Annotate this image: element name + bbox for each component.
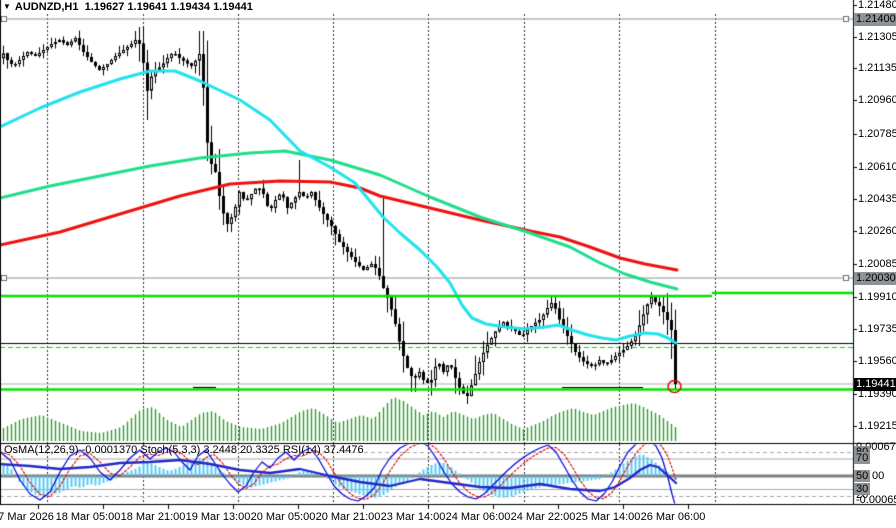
price-axis-label: 1.19390: [858, 388, 896, 400]
price-badge-1.19441: 1.19441: [854, 378, 896, 391]
price-axis-label: 1.19560: [858, 355, 896, 367]
time-axis-label: 24 Mar 06:00: [445, 511, 511, 523]
price-axis-label: 1.20610: [858, 161, 896, 173]
time-axis-label: 25 Mar 14:00: [575, 511, 641, 523]
price-axis-label: 1.21135: [858, 62, 896, 74]
indicator-zero-label: 00: [872, 470, 885, 482]
indicator-level-badge-70: 70: [854, 452, 871, 464]
chart-symbol-period: AUDNZD,H1: [14, 1, 79, 13]
time-axis-label: 19 Mar 13:00: [185, 511, 251, 523]
time-axis-label: 24 Mar 22:00: [510, 511, 576, 523]
time-axis-label: 17 Mar 2026: [0, 511, 54, 523]
price-axis-label: 1.20260: [858, 225, 896, 237]
price-badge-1.20030: 1.20030: [854, 272, 896, 285]
price-badge-1.21400: 1.21400: [854, 13, 896, 26]
price-axis-label: 1.19215: [858, 420, 896, 432]
time-axis-label: 18 Mar 05:00: [55, 511, 121, 523]
price-axis-label: 1.20435: [858, 193, 896, 205]
price-axis-label: 1.19735: [858, 323, 896, 335]
time-axis-label: 18 Mar 21:00: [120, 511, 186, 523]
chart-ohlc-values: 1.19627 1.19641 1.19434 1.19441: [84, 1, 253, 13]
indicator-window-label: OsMA(12,26,9) -0.0001370 Stoch(5,3,3) 3.…: [4, 444, 364, 456]
time-axis-label: 26 Mar 06:00: [640, 511, 706, 523]
chart-dropdown-icon[interactable]: ▼: [3, 2, 11, 11]
price-axis-label: 1.20960: [858, 94, 896, 106]
indicator-level-badge-50: 50: [854, 470, 871, 482]
price-axis-label: 1.19910: [858, 291, 896, 303]
chart-title: ▼ AUDNZD,H1 1.19627 1.19641 1.19434 1.194…: [3, 1, 253, 13]
time-axis-label: 20 Mar 05:00: [250, 511, 316, 523]
price-axis-label: 1.20085: [858, 258, 896, 270]
price-axis-label: 1.20785: [858, 128, 896, 140]
time-axis-label: 23 Mar 14:00: [380, 511, 446, 523]
time-axis-label: 20 Mar 21:00: [315, 511, 381, 523]
indicator-level-badge-30: 30: [854, 483, 871, 495]
price-axis-label: 1.21480: [858, 0, 896, 11]
indicator-axis-min: -0.000654: [856, 494, 896, 506]
price-axis-label: 1.21305: [858, 31, 896, 43]
